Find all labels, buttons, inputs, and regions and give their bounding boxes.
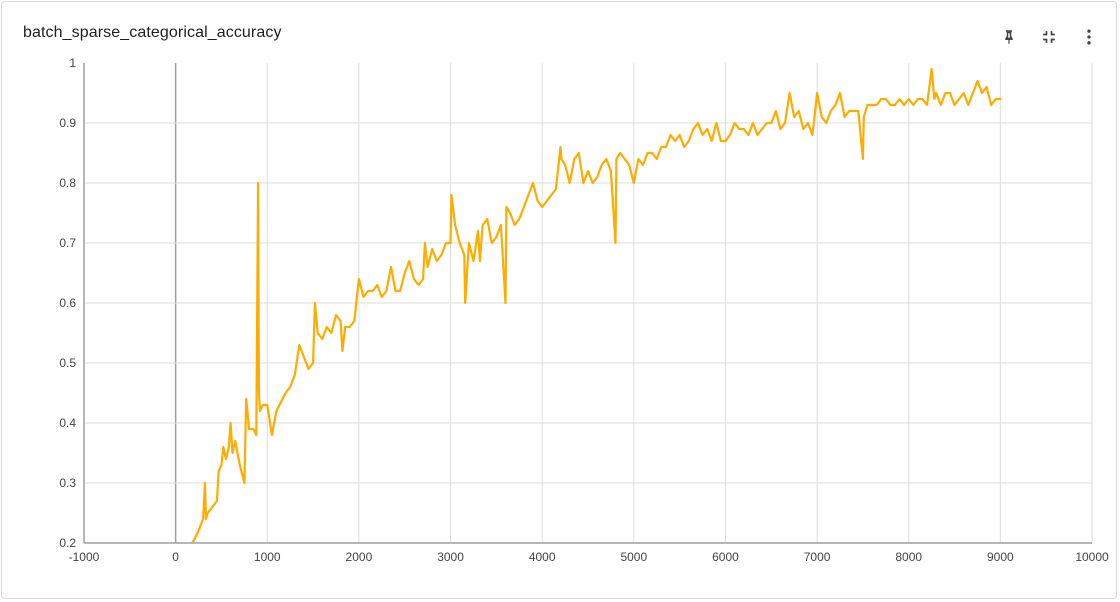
y-tick-label: 0.8 xyxy=(59,176,76,190)
chart-title: batch_sparse_categorical_accuracy xyxy=(23,24,282,41)
x-tick-label: 1000 xyxy=(254,550,281,564)
x-tick-label: 9000 xyxy=(987,550,1014,564)
more-vert-icon xyxy=(1087,29,1091,45)
x-tick-label: 0 xyxy=(172,550,179,564)
x-tick-label: 5000 xyxy=(620,550,647,564)
x-tick-label: 7000 xyxy=(804,550,831,564)
x-tick-label: 2000 xyxy=(346,550,373,564)
y-tick-label: 0.6 xyxy=(59,296,76,310)
y-tick-label: 1 xyxy=(69,56,76,70)
y-tick-label: 0.7 xyxy=(59,236,76,250)
pin-button[interactable] xyxy=(994,22,1024,52)
y-tick-label: 0.9 xyxy=(59,116,76,130)
y-tick-label: 0.3 xyxy=(59,476,76,490)
x-tick-label: 4000 xyxy=(529,550,556,564)
card-toolbar xyxy=(994,22,1104,52)
collapse-button[interactable] xyxy=(1034,22,1064,52)
y-tick-label: 0.2 xyxy=(59,536,76,550)
more-options-button[interactable] xyxy=(1074,22,1104,52)
fullscreen-exit-icon xyxy=(1043,31,1055,43)
x-tick-label: -1000 xyxy=(69,550,100,564)
x-tick-label: 3000 xyxy=(437,550,464,564)
x-tick-label: 6000 xyxy=(712,550,739,564)
series-line-0 xyxy=(191,67,1002,543)
y-tick-label: 0.5 xyxy=(59,356,76,370)
y-tick-label: 0.4 xyxy=(59,416,76,430)
x-tick-label: 10000 xyxy=(1075,550,1109,564)
pin-icon xyxy=(1005,30,1013,44)
x-tick-label: 8000 xyxy=(895,550,922,564)
